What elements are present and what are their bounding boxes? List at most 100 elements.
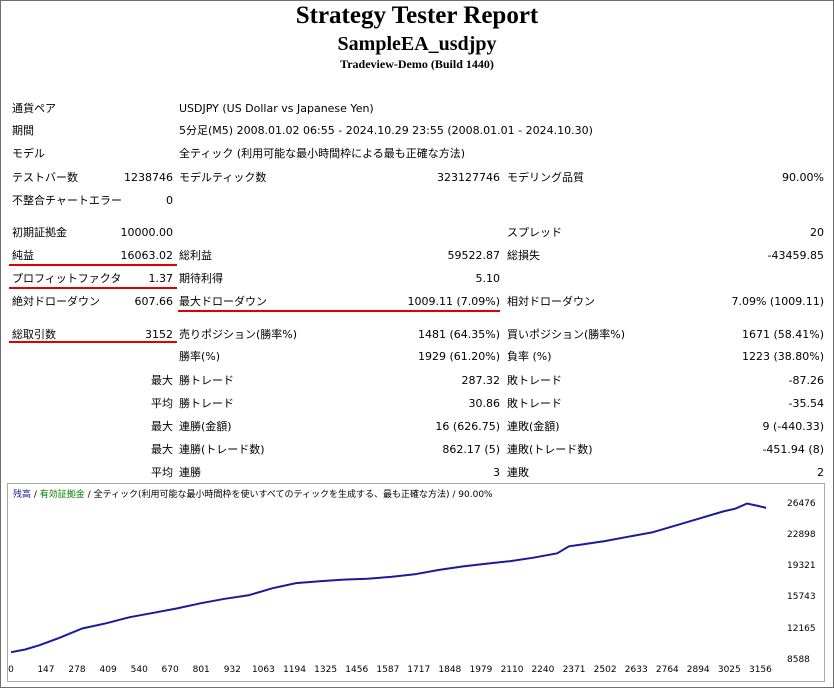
x-tick-label: 1063 xyxy=(251,665,275,675)
ticks-label: モデルティック数 xyxy=(179,171,267,184)
bars-value: 1238746 xyxy=(124,171,173,184)
max-cons2-prefix: 最大 xyxy=(151,443,173,456)
report-title: Strategy Tester Report xyxy=(295,2,539,29)
gross-profit-label: 総利益 xyxy=(179,249,212,262)
x-tick-label: 2240 xyxy=(531,665,555,675)
x-tick-label: 278 xyxy=(68,665,86,675)
max-cons-wins-label: 連勝(金額) xyxy=(179,420,232,433)
max-cons-profit-value: 862.17 (5) xyxy=(442,443,500,456)
rel-drawdown-label: 相対ドローダウン xyxy=(507,295,595,308)
x-tick-label: 670 xyxy=(161,665,179,675)
x-tick-label: 540 xyxy=(130,665,148,675)
legend-sep-3: / xyxy=(449,490,459,500)
avg-cons-prefix: 平均 xyxy=(151,466,173,479)
max-win-trade-label: 勝トレード xyxy=(179,374,234,387)
avg-cons-losses-value: 2 xyxy=(817,466,824,479)
max-loss-trade-label: 敗トレード xyxy=(507,374,562,387)
info-label-model: モデル xyxy=(12,147,45,160)
profit-factor-underline xyxy=(9,287,177,289)
gross-profit-value: 59522.87 xyxy=(447,249,501,262)
bars-label: テストバー数 xyxy=(12,171,78,184)
info-value-period: 5分足(M5) 2008.01.02 06:55 - 2024.10.29 23… xyxy=(179,124,593,137)
short-positions-value: 1481 (64.35%) xyxy=(417,328,500,341)
max-cons-loss-label: 連敗(トレード数) xyxy=(507,443,593,456)
gross-loss-label: 総損失 xyxy=(507,249,540,262)
x-tick-label: 2110 xyxy=(500,665,524,675)
x-tick-label: 1717 xyxy=(407,665,431,675)
profit-factor-label: プロフィットファクタ xyxy=(12,272,122,285)
x-tick-label: 147 xyxy=(37,665,55,675)
y-tick-label: 22898 xyxy=(787,529,816,540)
total-trades-underline xyxy=(9,341,177,343)
x-tick-label: 409 xyxy=(99,665,117,675)
expected-payoff-value: 5.10 xyxy=(475,272,501,285)
short-positions-label: 売りポジション(勝率%) xyxy=(179,328,298,341)
x-tick-label: 1848 xyxy=(438,665,462,675)
legend-balance: 残高 xyxy=(13,490,32,500)
x-tick-label: 2633 xyxy=(624,665,648,675)
spread-value: 20 xyxy=(810,226,824,239)
long-positions-value: 1671 (58.41%) xyxy=(741,328,824,341)
rel-drawdown-value: 7.09% (1009.11) xyxy=(731,295,824,308)
info-label-symbol: 通貨ペア xyxy=(12,102,56,115)
x-tick-label: 2371 xyxy=(562,665,586,675)
max-cons-prefix: 最大 xyxy=(151,420,173,433)
x-tick-label: 3156 xyxy=(748,665,772,675)
spread-label: スプレッド xyxy=(507,226,562,239)
max-drawdown-value: 1009.11 (7.09%) xyxy=(407,295,500,308)
info-value-symbol: USDJPY (US Dollar vs Japanese Yen) xyxy=(179,102,374,115)
total-trades-label: 総取引数 xyxy=(12,328,56,341)
avg-loss-trade-value: -35.54 xyxy=(788,397,824,410)
loss-rate-value: 1223 (38.80%) xyxy=(741,350,824,363)
avg-win-trade-value: 30.86 xyxy=(468,397,501,410)
x-tick-label: 1194 xyxy=(283,665,306,675)
ticks-value: 323127746 xyxy=(437,171,500,184)
avg-cons-wins-value: 3 xyxy=(493,466,500,479)
x-tick-label: 1587 xyxy=(376,665,400,675)
max-drawdown-label: 最大ドローダウン xyxy=(179,295,267,308)
x-tick-label: 2764 xyxy=(655,665,679,675)
win-rate-value: 1929 (61.20%) xyxy=(417,350,500,363)
abs-drawdown-value: 607.66 xyxy=(134,295,174,308)
max-cons-losses-label: 連敗(金額) xyxy=(507,420,560,433)
max-loss-trade-value: -87.26 xyxy=(788,374,824,387)
net-profit-underline xyxy=(9,264,177,266)
profit-factor-value: 1.37 xyxy=(148,272,174,285)
errors-value: 0 xyxy=(166,194,173,207)
max-cons-loss-value: -451.94 (8) xyxy=(762,443,824,456)
x-tick-label: 2502 xyxy=(593,665,617,675)
abs-drawdown-label: 絶対ドローダウン xyxy=(12,295,100,308)
x-tick-label: 3025 xyxy=(717,665,741,675)
legend-quality: 90.00% xyxy=(458,490,493,500)
net-profit-value: 16063.02 xyxy=(120,249,174,262)
legend-equity: 有効証拠金 xyxy=(39,490,85,500)
max-cons-losses-value: 9 (-440.33) xyxy=(762,420,824,433)
expected-payoff-label: 期待利得 xyxy=(179,272,223,285)
legend-sep-1: / xyxy=(31,490,40,500)
info-value-model: 全ティック (利用可能な最小時間枠による最も正確な方法) xyxy=(179,147,466,160)
deposit-value: 10000.00 xyxy=(120,226,174,239)
x-tick-label: 1456 xyxy=(345,665,369,675)
balance-line xyxy=(10,502,767,654)
x-tick-label: 1979 xyxy=(469,665,493,675)
avg-cons-losses-label: 連敗 xyxy=(507,466,529,479)
gross-loss-value: -43459.85 xyxy=(767,249,824,262)
total-trades-value: 3152 xyxy=(145,328,173,341)
max-cons-wins-value: 16 (626.75) xyxy=(435,420,500,433)
x-tick-label: 2894 xyxy=(686,665,710,675)
y-tick-label: 12165 xyxy=(787,623,816,634)
quality-value: 90.00% xyxy=(782,171,824,184)
legend-model: 全ティック(利用可能な最小時間枠を使いすべてのティックを生成する、最も正確な方法… xyxy=(93,490,450,500)
max-win-trade-value: 287.32 xyxy=(461,374,501,387)
legend-sep-2: / xyxy=(84,490,94,500)
info-label-period: 期間 xyxy=(12,124,34,137)
loss-rate-label: 負率 (%) xyxy=(507,350,552,363)
avg-cons-wins-label: 連勝 xyxy=(179,466,201,479)
errors-label: 不整合チャートエラー xyxy=(12,194,122,207)
y-tick-label: 26476 xyxy=(787,498,816,509)
max-cons-profit-label: 連勝(トレード数) xyxy=(179,443,265,456)
balance-chart: 残高 / 有効証拠金 / 全ティック(利用可能な最小時間枠を使いすべてのティック… xyxy=(7,483,825,682)
x-tick-label: 1325 xyxy=(314,665,338,675)
chart-legend: 残高 / 有効証拠金 / 全ティック(利用可能な最小時間枠を使いすべてのティック… xyxy=(13,487,493,500)
x-tick-label: 0 xyxy=(8,665,14,675)
